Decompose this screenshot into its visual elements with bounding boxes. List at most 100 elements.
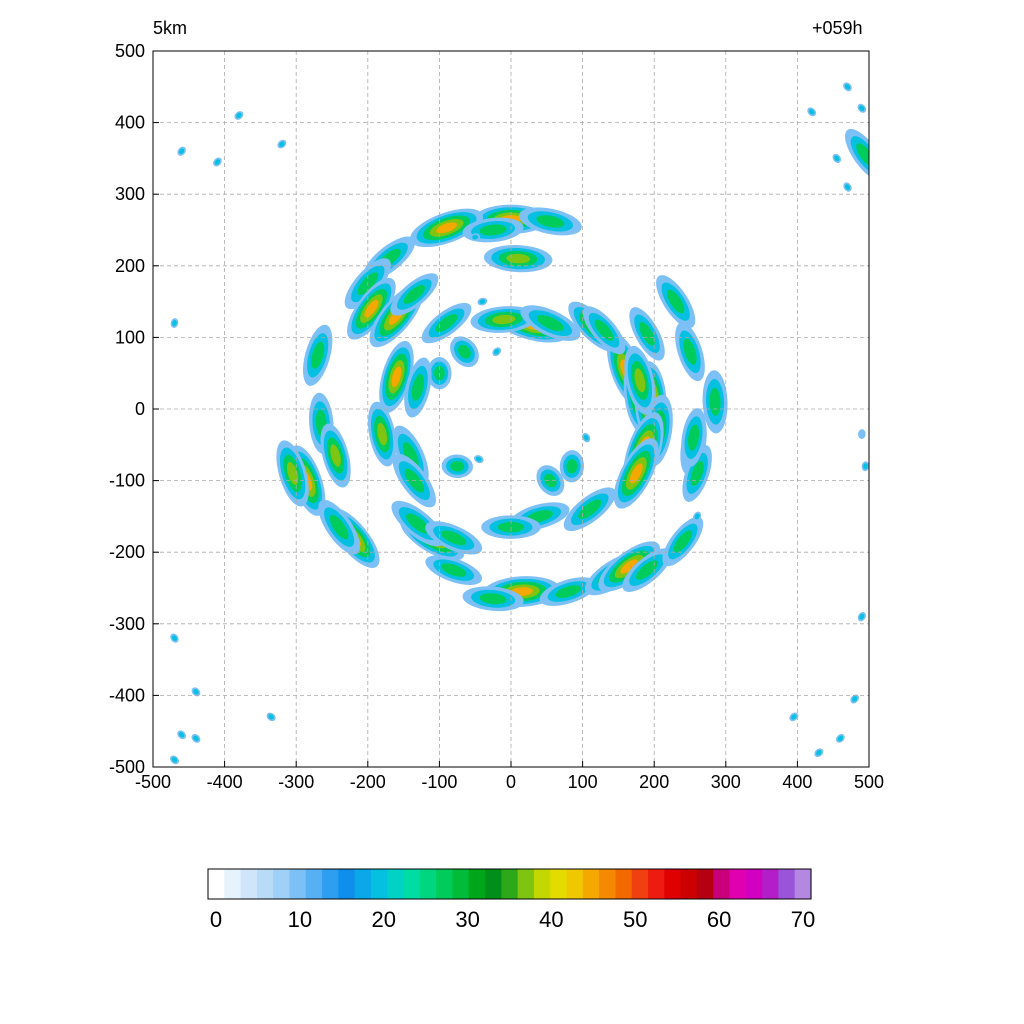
colorbar-swatch <box>305 869 323 899</box>
colorbar-swatch <box>664 869 682 899</box>
reflectivity-cell <box>302 324 333 386</box>
reflectivity-cell <box>563 487 616 532</box>
colorbar-swatch <box>582 869 600 899</box>
colorbar: 0 10 20 30 40 50 60 70 <box>207 868 815 932</box>
colorbar-tick-label: 40 <box>539 907 563 932</box>
colorbar-tick-label: 30 <box>455 907 479 932</box>
reflectivity-cell <box>492 347 502 357</box>
cell-contour <box>479 224 507 236</box>
x-tick-label: 100 <box>568 772 598 792</box>
cell-contour <box>171 635 178 641</box>
cell-contour <box>634 368 646 393</box>
colorbar-swatch <box>533 869 551 899</box>
reflectivity-cell <box>845 128 869 181</box>
colorbar-swatch <box>436 869 454 899</box>
cell-contour <box>322 769 334 780</box>
colorbar-swatch <box>387 869 405 899</box>
colorbar-swatch <box>631 869 649 899</box>
reflectivity-cell <box>662 516 704 567</box>
reflectivity-cell <box>450 336 479 368</box>
cell-contour <box>858 429 866 440</box>
cell-contour <box>193 735 199 742</box>
cell-contour <box>688 424 700 451</box>
colorbar-tick-label: 50 <box>623 907 647 932</box>
x-tick-label: -300 <box>278 772 314 792</box>
reflectivity-cell <box>656 275 696 329</box>
reflectivity-cell <box>276 440 309 507</box>
x-tick-label: 500 <box>854 772 884 792</box>
y-tick-label: -100 <box>109 471 145 491</box>
cell-contour <box>852 696 858 702</box>
colorbar-swatch <box>566 869 584 899</box>
cell-contour <box>620 559 638 574</box>
reflectivity-cell <box>518 207 582 236</box>
colorbar-swatch <box>696 869 714 899</box>
cell-contour <box>391 366 402 388</box>
cell-contour <box>435 314 458 333</box>
reflectivity-cell <box>843 182 852 192</box>
reflectivity-cell <box>582 432 591 443</box>
reflectivity-cell <box>702 370 728 434</box>
reflectivity-cell <box>390 273 439 316</box>
cell-contour <box>578 499 602 519</box>
cell-contour <box>441 563 467 577</box>
reflectivity-cell <box>191 733 201 743</box>
x-tick-label: 0 <box>506 772 516 792</box>
colorbar-frame <box>207 868 812 900</box>
cell-contour <box>377 422 388 446</box>
cell-contour <box>236 112 242 119</box>
reflectivity-cell <box>367 401 397 467</box>
cell-contour <box>537 315 564 332</box>
reflectivity-cell <box>277 139 287 149</box>
reflectivity-cell <box>693 511 702 522</box>
cell-contour <box>809 109 815 115</box>
cell-contour <box>837 735 844 742</box>
colorbar-swatch <box>485 869 502 899</box>
x-axis: -500 -400 -300 -200 -100 0 100 200 300 400 500 <box>135 761 884 792</box>
forecast-time-label: +059h <box>812 18 863 38</box>
cell-contour <box>193 689 199 695</box>
cell-contour <box>844 84 851 90</box>
cell-contour <box>673 530 692 553</box>
y-tick-label: -200 <box>109 542 145 562</box>
cell-contour <box>214 159 221 165</box>
reflectivity-cell <box>850 694 859 704</box>
cell-contour <box>666 289 685 314</box>
cell-contour <box>844 184 851 190</box>
cell-contour <box>859 613 865 620</box>
reflectivity-cell <box>629 307 665 361</box>
y-tick-label: 400 <box>115 113 145 133</box>
reflectivity-cell <box>814 748 824 758</box>
reflectivity-cell <box>213 157 222 167</box>
colorbar-swatch <box>224 869 242 899</box>
reflectivity-cell <box>520 305 581 341</box>
colorbar-swatch <box>370 869 388 899</box>
colorbar-swatch <box>729 869 747 899</box>
cell-contour <box>479 299 486 304</box>
cell-contour <box>403 285 425 304</box>
cell-contour <box>791 714 797 720</box>
colorbar-swatch <box>419 869 437 899</box>
y-tick-label: 0 <box>135 399 145 419</box>
reflectivity-cell <box>682 445 712 502</box>
reflectivity-cell <box>191 687 201 697</box>
cell-contour <box>458 344 471 359</box>
reflectivity-cell <box>177 146 186 156</box>
colorbar-swatch <box>501 869 519 899</box>
cell-contour <box>441 530 467 546</box>
cell-contour <box>172 320 177 327</box>
reflectivity-cell <box>170 633 179 643</box>
reflectivity-cell <box>681 408 707 468</box>
colorbar-swatch <box>517 869 535 899</box>
cell-contour <box>709 387 721 416</box>
colorbar-tick-label: 60 <box>707 907 731 932</box>
colorbar-tick-label: 70 <box>791 907 815 932</box>
reflectivity-cell <box>807 107 817 117</box>
y-tick-label: -300 <box>109 614 145 634</box>
reflectivity-cell <box>170 755 179 765</box>
reflectivity-cell <box>835 733 845 743</box>
reflectivity-cell <box>559 450 584 483</box>
colorbar-swatch <box>762 869 780 899</box>
y-tick-label: 300 <box>115 184 145 204</box>
reflectivity-cell <box>170 318 179 329</box>
